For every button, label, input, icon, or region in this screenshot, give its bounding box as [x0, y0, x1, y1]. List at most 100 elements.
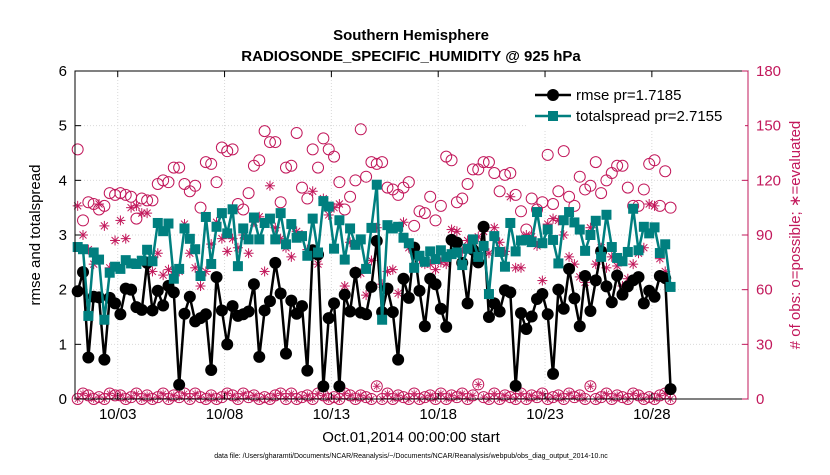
totalspread-point — [425, 246, 436, 257]
totalspread-point — [174, 263, 185, 274]
obs-possible-point — [205, 157, 218, 170]
obs-possible-point — [82, 196, 95, 209]
rmse-point — [242, 305, 255, 318]
obs-evaluated-base-point — [452, 393, 461, 402]
obs-possible-point — [434, 199, 447, 212]
obs-possible-point — [541, 148, 554, 161]
rmse-point — [573, 320, 586, 333]
obs-possible-point — [402, 176, 415, 189]
obs-possible-base-point — [584, 380, 597, 393]
totalspread-point — [377, 314, 388, 325]
obs-evaluated-point — [564, 251, 575, 262]
y-tick-label: 5 — [59, 118, 67, 135]
rmse-point — [338, 288, 351, 301]
totalspread-point — [83, 310, 94, 321]
totalspread-point — [419, 256, 430, 267]
totalspread-point — [110, 261, 121, 272]
totalspread-point — [430, 254, 441, 265]
obs-evaluated-base-point — [500, 391, 509, 400]
obs-possible-point — [226, 143, 239, 156]
totalspread-point — [243, 234, 254, 245]
totalspread-point — [120, 255, 131, 266]
x-tick-label: 10/13 — [313, 406, 351, 423]
obs-evaluated-base-point — [399, 393, 408, 402]
obs-evaluated-base-point — [549, 393, 558, 402]
rmse-point — [114, 308, 127, 321]
totalspread-point — [665, 281, 676, 292]
x-tick-label: 10/03 — [99, 406, 137, 423]
totalspread-point — [612, 252, 623, 263]
totalspread-point — [596, 251, 607, 262]
obs-possible-point — [408, 219, 421, 232]
obs-possible-point — [525, 192, 538, 205]
obs-evaluated-point — [78, 230, 89, 240]
rmse-point — [589, 274, 602, 287]
obs-evaluated-base-point — [159, 389, 168, 398]
rmse-point — [514, 307, 527, 320]
obs-evaluated-point — [505, 191, 516, 202]
rmse-point — [504, 286, 517, 299]
totalspread-point — [190, 244, 201, 255]
obs-evaluated-base-point — [303, 391, 312, 400]
obs-evaluated-base-point — [516, 389, 525, 398]
obs-possible-point — [445, 154, 458, 167]
obs-evaluated-base-point — [426, 391, 435, 400]
totalspread-point — [564, 207, 575, 218]
totalspread-point — [542, 224, 553, 235]
x-axis-label: Oct.01,2014 00:00:00 start — [322, 429, 500, 446]
totalspread-point — [264, 213, 275, 224]
obs-possible-point — [167, 161, 180, 174]
totalspread-point — [622, 246, 633, 257]
obs-possible-point — [557, 145, 570, 158]
obs-possible-point — [279, 161, 292, 174]
totalspread-point — [318, 196, 329, 207]
totalspread-point — [131, 258, 142, 269]
obs-evaluated-point — [558, 230, 569, 240]
obs-evaluated-point — [430, 264, 441, 275]
obs-possible-point — [563, 190, 576, 203]
totalspread-point — [558, 215, 569, 226]
totalspread-point — [275, 208, 286, 219]
rmse-point — [611, 269, 624, 282]
rmse-point — [247, 278, 260, 291]
obs-possible-point — [296, 181, 309, 194]
obs-evaluated-base-point — [586, 382, 595, 391]
obs-possible-point — [477, 156, 490, 169]
y2-tick-label: 30 — [756, 336, 773, 353]
obs-evaluated-point — [163, 264, 174, 275]
totalspread-point — [435, 245, 446, 256]
obs-evaluated-point — [195, 281, 206, 292]
legend-rmse-marker — [547, 89, 559, 101]
totalspread-point — [660, 239, 671, 250]
x-tick-label: 10/23 — [526, 406, 564, 423]
totalspread-point — [94, 254, 105, 265]
obs-evaluated-point — [110, 235, 121, 246]
rmse-point — [637, 297, 650, 310]
y2-tick-label: 90 — [756, 227, 773, 244]
rmse-point — [344, 305, 357, 318]
x-tick-label: 10/08 — [206, 406, 244, 423]
obs-evaluated-base-point — [474, 380, 483, 389]
y2-tick-label: 0 — [756, 391, 764, 408]
obs-evaluated-point — [72, 200, 83, 211]
obs-possible-point — [413, 205, 426, 218]
totalspread-point — [280, 239, 291, 250]
obs-possible-point — [552, 185, 565, 198]
obs-evaluated-base-point — [180, 389, 189, 398]
obs-evaluated-base-point — [84, 391, 93, 400]
totalspread-point — [195, 271, 206, 281]
y-tick-label: 6 — [59, 63, 67, 80]
obs-possible-point — [263, 136, 276, 149]
totalspread-point — [526, 237, 537, 248]
obs-possible-point — [199, 156, 212, 169]
obs-possible-point — [584, 179, 597, 192]
totalspread-point — [553, 258, 564, 269]
obs-possible-point — [595, 187, 608, 200]
obs-evaluated-base-point — [249, 391, 258, 400]
totalspread-point — [515, 235, 526, 246]
obs-possible-point — [285, 159, 298, 172]
obs-evaluated-point — [649, 200, 660, 211]
totalspread-point — [414, 250, 425, 261]
totalspread-point — [548, 234, 559, 245]
totalspread-point — [585, 230, 596, 240]
